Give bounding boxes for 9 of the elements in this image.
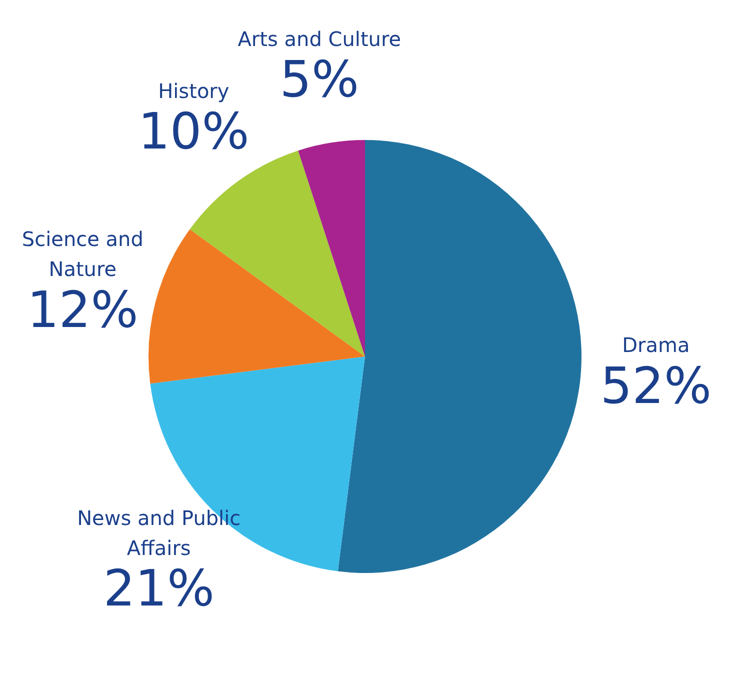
data-label: 5% xyxy=(280,50,360,109)
slice-label: Arts and Culture xyxy=(238,26,402,51)
slice-label: Science and Nature xyxy=(22,227,144,282)
slice-label: History xyxy=(158,78,230,103)
data-label: 52% xyxy=(600,356,712,415)
data-label: 21% xyxy=(103,560,214,618)
slice-label: Drama xyxy=(622,333,690,358)
data-label: 12% xyxy=(27,280,138,339)
data-label: 10% xyxy=(138,102,250,161)
